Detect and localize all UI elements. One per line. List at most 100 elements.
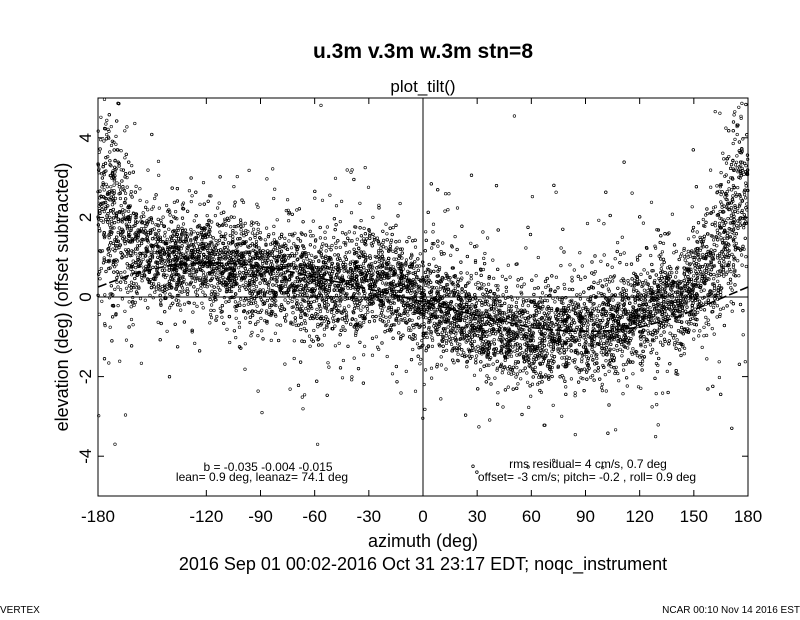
- data-point: [218, 306, 222, 311]
- data-point: [685, 320, 689, 324]
- data-point: [699, 255, 703, 259]
- data-point: [686, 249, 690, 253]
- data-point: [217, 201, 221, 205]
- data-point: [201, 181, 206, 185]
- data-point: [129, 190, 133, 194]
- data-point: [693, 266, 697, 270]
- data-point: [208, 240, 212, 244]
- data-point: [163, 275, 167, 280]
- data-point: [349, 276, 353, 280]
- data-point: [125, 185, 129, 189]
- data-point: [196, 234, 200, 238]
- data-point: [300, 395, 304, 399]
- data-point: [474, 349, 479, 354]
- data-point: [304, 307, 308, 311]
- data-point: [629, 283, 633, 287]
- data-point: [549, 306, 554, 311]
- data-point: [568, 332, 573, 337]
- data-point: [476, 280, 480, 285]
- data-point: [203, 263, 207, 267]
- data-point: [160, 261, 164, 265]
- data-point: [400, 247, 404, 251]
- data-point: [712, 277, 716, 281]
- data-point: [722, 236, 727, 240]
- data-point: [460, 276, 464, 280]
- data-point: [168, 213, 172, 217]
- data-point: [189, 239, 193, 243]
- data-point: [114, 142, 118, 146]
- data-point: [124, 286, 129, 290]
- data-point: [644, 337, 648, 341]
- data-point: [715, 184, 719, 188]
- data-point: [491, 323, 495, 327]
- data-point: [598, 339, 603, 343]
- data-point: [283, 362, 287, 366]
- data-point: [165, 203, 169, 208]
- data-point: [342, 241, 346, 245]
- data-point: [549, 333, 553, 337]
- data-point: [651, 269, 655, 273]
- data-point: [537, 301, 541, 305]
- data-point: [564, 358, 569, 363]
- data-point: [292, 296, 296, 300]
- data-point: [182, 289, 187, 293]
- data-point: [192, 237, 197, 241]
- data-point: [652, 319, 657, 323]
- data-point: [454, 303, 458, 307]
- data-point: [589, 354, 594, 358]
- data-point: [98, 277, 102, 281]
- data-point: [708, 168, 713, 172]
- data-point: [630, 294, 634, 298]
- data-point: [485, 363, 489, 367]
- data-point: [371, 269, 375, 273]
- data-point: [726, 217, 730, 221]
- data-point: [485, 374, 489, 378]
- data-point: [200, 301, 204, 305]
- data-point: [151, 247, 155, 251]
- data-point: [287, 239, 291, 243]
- data-point: [185, 287, 189, 291]
- data-point: [698, 329, 702, 333]
- data-point: [722, 274, 726, 278]
- data-point: [480, 352, 484, 356]
- data-point: [191, 270, 195, 274]
- data-point: [730, 309, 734, 313]
- data-point: [739, 253, 744, 257]
- data-point: [447, 192, 451, 196]
- data-point: [265, 226, 269, 230]
- data-point: [718, 256, 722, 261]
- data-point: [692, 337, 696, 341]
- data-point: [355, 250, 359, 255]
- data-point: [682, 248, 686, 252]
- data-point: [618, 302, 622, 306]
- data-point: [254, 285, 259, 289]
- data-point: [269, 338, 273, 343]
- data-point: [698, 265, 702, 269]
- data-point: [669, 283, 673, 287]
- data-point: [391, 296, 395, 301]
- data-point: [220, 315, 224, 319]
- data-point: [114, 134, 118, 138]
- data-point: [351, 259, 355, 263]
- data-point: [712, 332, 716, 336]
- data-point: [193, 279, 197, 283]
- data-point: [642, 340, 647, 344]
- data-point: [391, 323, 395, 327]
- data-point: [470, 354, 474, 359]
- data-point: [406, 298, 410, 303]
- data-point: [190, 330, 194, 334]
- data-point: [134, 184, 138, 188]
- data-point: [263, 238, 267, 242]
- data-point: [712, 272, 716, 277]
- data-point: [134, 252, 138, 256]
- data-point: [321, 242, 325, 246]
- data-point: [99, 218, 103, 223]
- data-point: [168, 250, 172, 254]
- data-point: [439, 250, 443, 254]
- data-point: [612, 305, 616, 310]
- data-point: [334, 241, 338, 245]
- data-point: [596, 281, 600, 286]
- data-point: [674, 270, 679, 274]
- data-point: [237, 321, 241, 325]
